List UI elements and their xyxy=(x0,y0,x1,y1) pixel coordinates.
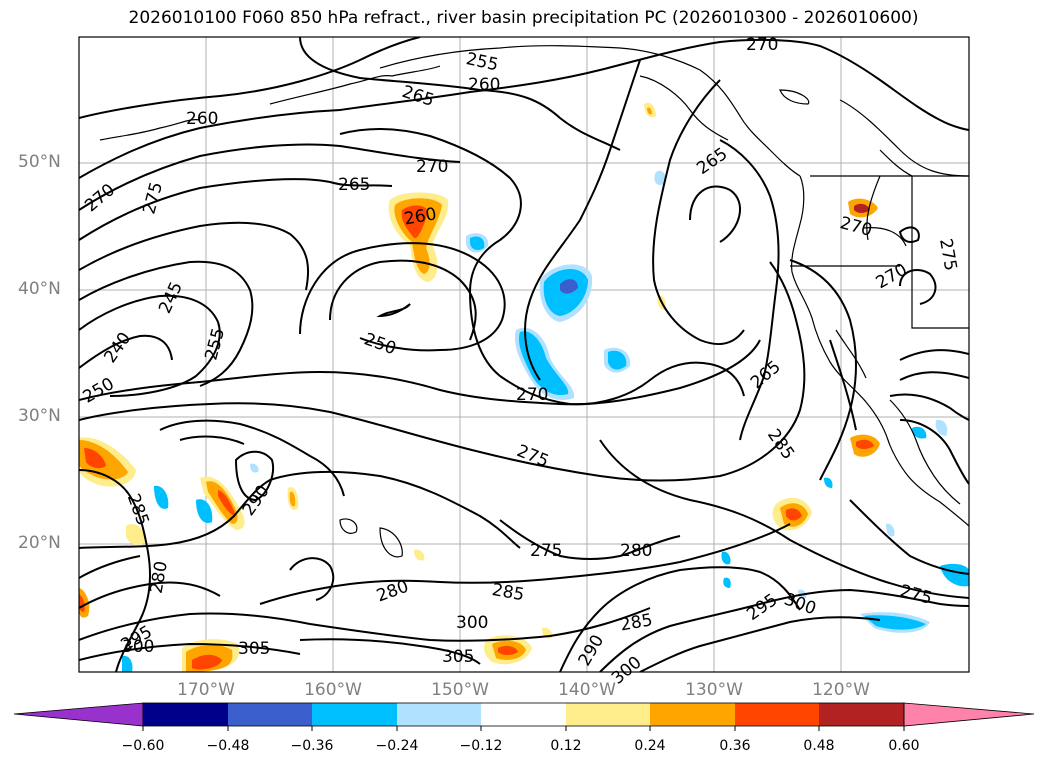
colorbar-tick-label: 0.36 xyxy=(719,738,751,754)
contour-label: 300 xyxy=(122,637,154,657)
colorbar-bin xyxy=(312,703,397,726)
lon-label: 150°W xyxy=(431,680,489,700)
contour-label: 305 xyxy=(442,647,474,667)
lon-label: 160°W xyxy=(304,680,362,700)
contour-label: 305 xyxy=(238,639,270,659)
colorbar-tick-label: −0.60 xyxy=(121,738,165,754)
colorbar-bin xyxy=(819,703,904,726)
contour-label: 260 xyxy=(186,109,218,129)
plot-frame xyxy=(78,36,970,673)
colorbar-bin xyxy=(397,703,481,726)
colorbar xyxy=(13,702,1035,731)
contour-label: 265 xyxy=(338,175,370,195)
lat-label: 40°N xyxy=(18,279,61,299)
colorbar-bin xyxy=(735,703,819,726)
lon-label: 130°W xyxy=(685,680,743,700)
colorbar-bin xyxy=(566,703,650,726)
precip-shading xyxy=(79,102,969,672)
refractivity-contours xyxy=(79,37,969,672)
colorbar-tick-label: 0.48 xyxy=(803,738,835,754)
lon-label: 170°W xyxy=(177,680,235,700)
colorbar-tick-marks xyxy=(142,726,905,731)
contour-label: 260 xyxy=(468,75,500,95)
colorbar-bin xyxy=(481,703,566,726)
lon-label: 120°W xyxy=(812,680,870,700)
colorbar-tick-label: 0.24 xyxy=(634,738,666,754)
contour-label: 280 xyxy=(620,541,652,561)
colorbar-frame xyxy=(142,702,905,727)
lon-label: 140°W xyxy=(558,680,616,700)
colorbar-extend-low xyxy=(13,702,144,727)
colorbar-tick-label: −0.48 xyxy=(206,738,250,754)
colorbar-extend-high xyxy=(903,702,1035,727)
contour-label: 300 xyxy=(456,613,488,633)
contour-labels: 270 255 260 265 260 270 265 260 270 275 … xyxy=(80,35,961,689)
contour-label: 270 xyxy=(516,385,548,405)
map-title: 2026010100 F060 850 hPa refract., river … xyxy=(128,8,919,28)
colorbar-tick-label: 0.12 xyxy=(550,738,582,754)
contour-label: 270 xyxy=(416,157,448,177)
colorbar-tick-label: −0.24 xyxy=(375,738,419,754)
colorbar-tick-label: −0.12 xyxy=(459,738,503,754)
colorbar-bin xyxy=(143,703,228,726)
contour-label: 270 xyxy=(746,35,778,55)
lat-label: 50°N xyxy=(18,152,61,172)
colorbar-tick-label: −0.36 xyxy=(290,738,334,754)
colorbar-tick-label: 0.60 xyxy=(888,738,920,754)
lat-label: 20°N xyxy=(18,533,61,553)
colorbar-bin xyxy=(228,703,312,726)
colorbar-bin xyxy=(650,703,735,726)
contour-label: 275 xyxy=(530,541,562,561)
lat-label: 30°N xyxy=(18,406,61,426)
